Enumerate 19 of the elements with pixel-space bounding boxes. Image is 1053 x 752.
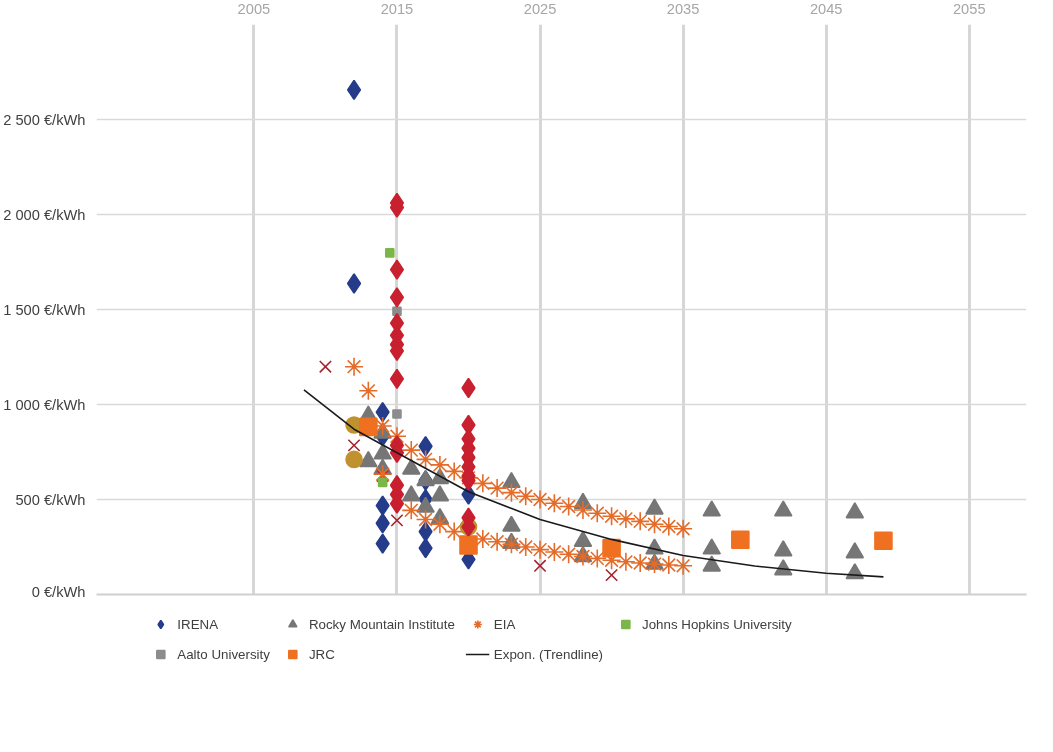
y-tick-label: 2 000 €/kWh	[3, 206, 86, 223]
x-tick-label: 2015	[380, 0, 414, 17]
x-tick-label: 2045	[809, 0, 843, 17]
y-tick-label: 2 500 €/kWh	[3, 111, 86, 128]
legend-label: IRENA	[177, 616, 219, 632]
legend-label: EIA	[493, 616, 516, 632]
x-tick-label: 2035	[666, 0, 700, 17]
x-tick-label: 2055	[952, 0, 986, 17]
y-tick-label: 500 €/kWh	[15, 491, 86, 508]
legend-label: Johns Hopkins University	[642, 616, 792, 632]
y-tick-label: 1 500 €/kWh	[3, 301, 86, 318]
legend-label: Aalto University	[177, 646, 270, 662]
x-tick-label: 2025	[523, 0, 557, 17]
x-tick-label: 2005	[237, 0, 271, 17]
y-tick-label: 1 000 €/kWh	[3, 396, 86, 413]
legend-label: JRC	[308, 646, 335, 662]
legend-label: Rocky Mountain Institute	[308, 616, 455, 632]
y-tick-label: 0 €/kWh	[31, 583, 86, 600]
legend-label: Expon. (Trendline)	[493, 646, 604, 662]
